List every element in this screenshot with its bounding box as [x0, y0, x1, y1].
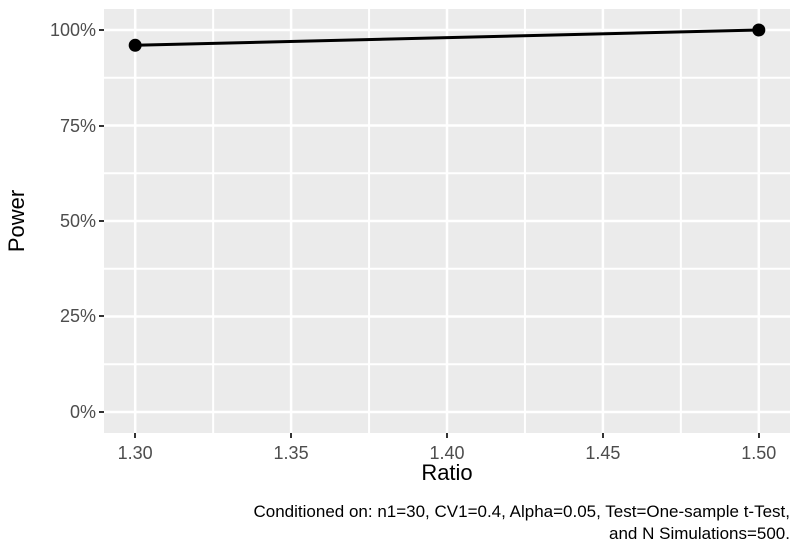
- x-axis-title: Ratio: [421, 460, 473, 485]
- x-tick-label: 1.35: [273, 443, 309, 463]
- x-tick-mark: [290, 433, 293, 438]
- x-tick-mark: [601, 433, 604, 438]
- data-point: [128, 38, 142, 52]
- y-tick-label: 50%: [59, 211, 96, 231]
- caption: Conditioned on: n1=30, CV1=0.4, Alpha=0.…: [254, 501, 791, 545]
- x-tick-label: 1.40: [429, 443, 465, 463]
- x-tick-label: 1.45: [585, 443, 621, 463]
- plot-panel: [104, 9, 790, 433]
- y-tick-label: 0%: [69, 401, 96, 422]
- x-tick-mark: [134, 433, 137, 438]
- caption-line-1: Conditioned on: n1=30, CV1=0.4, Alpha=0.…: [253, 502, 791, 521]
- y-tick-mark: [99, 410, 104, 413]
- y-tick-mark: [99, 220, 104, 222]
- y-tick-label: 25%: [59, 306, 96, 327]
- x-tick-mark: [757, 433, 760, 438]
- y-tick-label: 100%: [49, 20, 96, 40]
- caption-line-2: and N Simulations=500.: [609, 524, 790, 543]
- x-tick-label: 1.30: [117, 443, 153, 463]
- series-line: [135, 28, 759, 47]
- y-tick-mark: [99, 315, 104, 318]
- y-tick-mark: [99, 124, 104, 127]
- x-tick-label: 1.50: [741, 443, 777, 463]
- data-point: [752, 23, 766, 37]
- x-tick-mark: [446, 433, 448, 438]
- y-tick-mark: [99, 29, 104, 31]
- plot-area-svg: [104, 9, 790, 433]
- y-tick-label: 75%: [59, 115, 96, 136]
